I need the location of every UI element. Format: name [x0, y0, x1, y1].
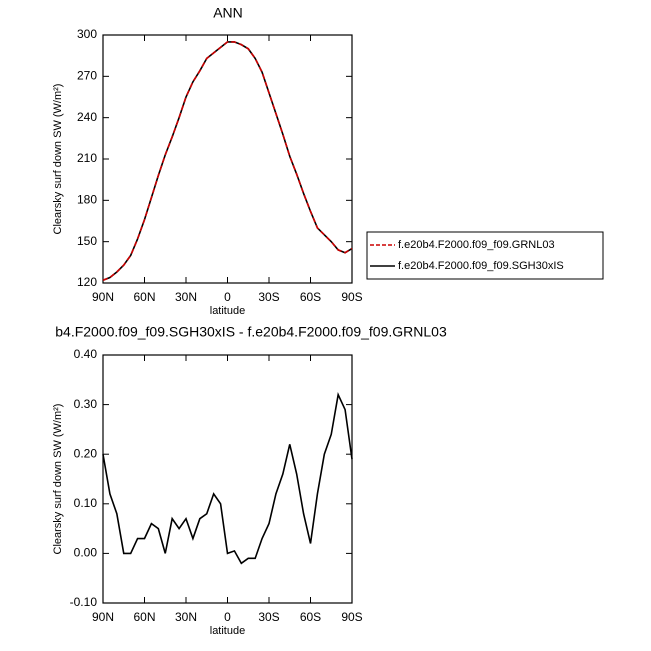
- x-tick-label: 30S: [258, 290, 279, 304]
- data-line: [102, 41, 353, 281]
- data-line: [102, 41, 353, 281]
- x-tick-label: 60N: [133, 290, 155, 304]
- x-tick-label: 0: [224, 290, 231, 304]
- x-tick-label: 90N: [92, 610, 114, 624]
- legend-label: f.e20b4.F2000.f09_f09.SGH30xIS: [398, 260, 564, 272]
- x-tick-label: 0: [224, 610, 231, 624]
- x-tick-label: 90S: [341, 610, 362, 624]
- y-tick-label: 0.20: [74, 446, 98, 460]
- x-tick-label: 60N: [133, 610, 155, 624]
- chart-title: ANN: [213, 5, 243, 21]
- y-tick-label: 120: [77, 275, 97, 289]
- x-axis-label: latitude: [210, 625, 245, 637]
- chart-title: b4.F2000.f09_f09.SGH30xIS - f.e20b4.F200…: [55, 324, 447, 340]
- x-tick-label: 30S: [258, 610, 279, 624]
- x-axis-label: latitude: [210, 305, 245, 317]
- data-line: [102, 392, 353, 565]
- y-tick-label: 210: [77, 151, 97, 165]
- y-axis-label: Clearsky surf down SW (W/m²): [52, 84, 64, 235]
- y-tick-label: 240: [77, 110, 97, 124]
- x-tick-label: 90N: [92, 290, 114, 304]
- plot-frame: [102, 354, 353, 604]
- plot-frame: [102, 34, 353, 284]
- x-tick-label: 30N: [175, 290, 197, 304]
- x-tick-label: 90S: [341, 290, 362, 304]
- y-axis-label: Clearsky surf down SW (W/m²): [52, 404, 64, 555]
- y-tick-label: 0.10: [74, 496, 98, 510]
- y-tick-label: -0.10: [70, 595, 98, 609]
- x-tick-label: 30N: [175, 610, 197, 624]
- y-tick-label: 180: [77, 193, 97, 207]
- y-tick-label: 0.30: [74, 397, 98, 411]
- y-tick-label: 0.00: [74, 546, 98, 560]
- y-tick-label: 270: [77, 69, 97, 83]
- y-tick-label: 0.40: [74, 347, 98, 361]
- x-tick-label: 60S: [300, 610, 321, 624]
- x-tick-label: 60S: [300, 290, 321, 304]
- legend-box: [366, 231, 604, 280]
- y-tick-label: 150: [77, 234, 97, 248]
- y-tick-label: 300: [77, 27, 97, 41]
- legend-label: f.e20b4.F2000.f09_f09.GRNL03: [398, 239, 555, 251]
